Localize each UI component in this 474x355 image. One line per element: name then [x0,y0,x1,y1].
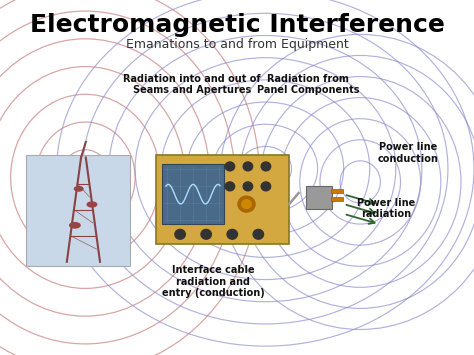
Circle shape [225,182,235,191]
Bar [306,186,332,208]
Ellipse shape [74,187,83,191]
Circle shape [242,200,251,208]
Text: Radiation from
Panel Components: Radiation from Panel Components [257,73,359,95]
Text: Power line
conduction: Power line conduction [377,142,438,164]
Text: Power line
radiation: Power line radiation [357,198,415,219]
Ellipse shape [87,202,97,207]
Circle shape [261,162,271,171]
Bar [162,164,224,224]
Text: Electromagnetic Interference: Electromagnetic Interference [29,13,445,37]
Circle shape [243,162,253,171]
Circle shape [253,229,264,239]
Circle shape [261,182,271,191]
Bar [331,197,343,201]
Circle shape [201,229,211,239]
Text: Emanations to and from Equipment: Emanations to and from Equipment [126,38,348,51]
Bar [26,155,130,266]
Bar [156,155,289,244]
Circle shape [243,182,253,191]
Text: Radiation into and out of
Seams and Apertures: Radiation into and out of Seams and Aper… [123,73,261,95]
Circle shape [225,162,235,171]
Circle shape [227,229,237,239]
Text: Interface cable
radiation and
entry (conduction): Interface cable radiation and entry (con… [162,265,264,299]
Circle shape [238,196,255,212]
Circle shape [175,229,185,239]
Bar [331,189,343,193]
Ellipse shape [70,223,80,228]
